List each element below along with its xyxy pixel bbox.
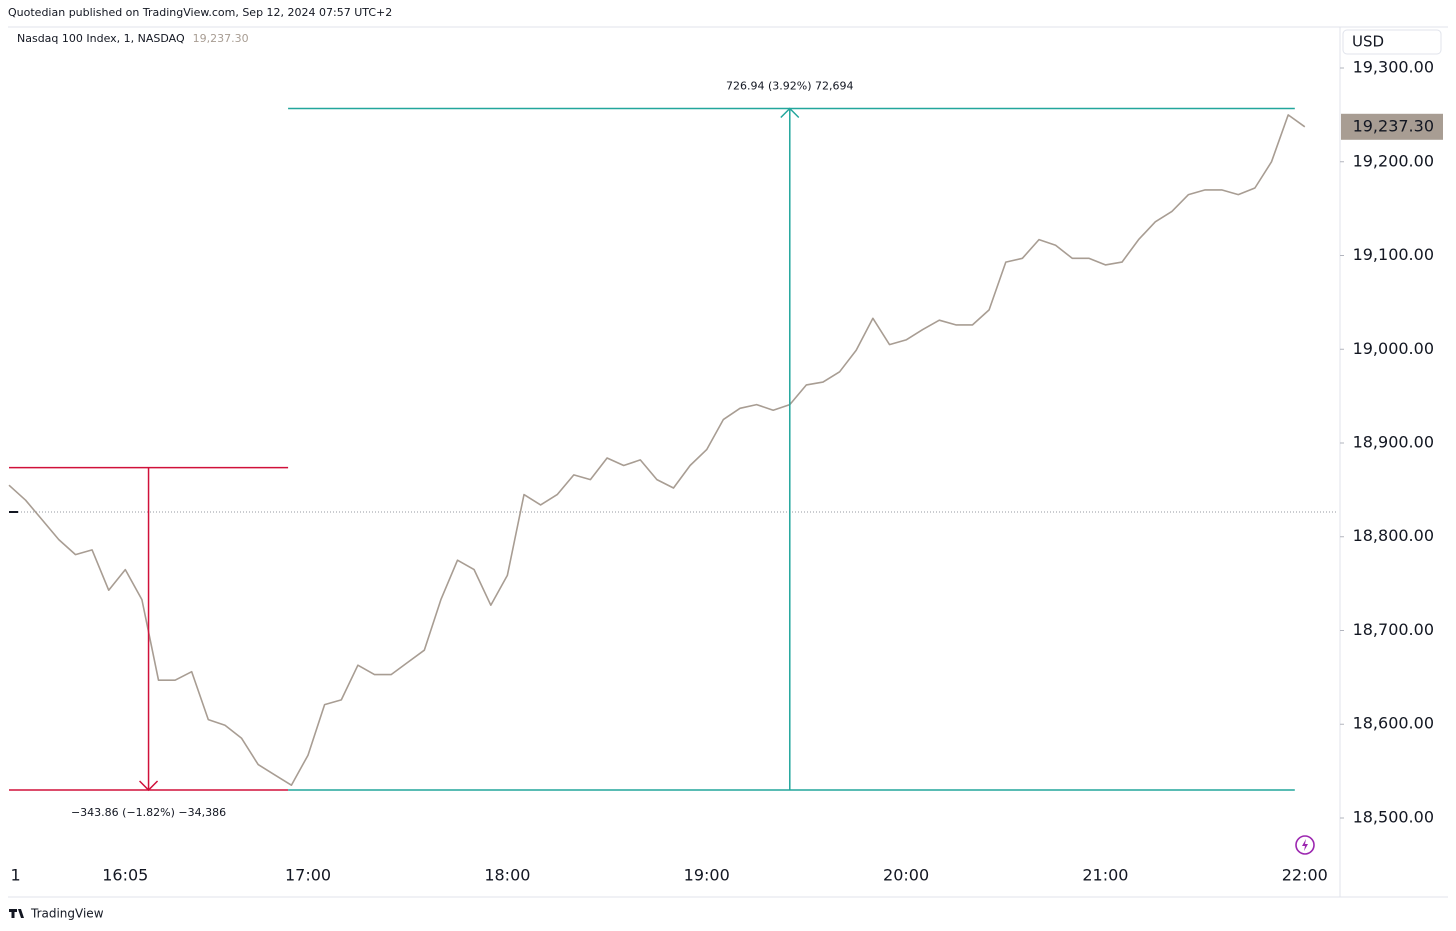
- y-tick-label: 18,500.00: [1353, 807, 1434, 826]
- published-title: Quotedian published on TradingView.com, …: [8, 6, 392, 19]
- y-tick-label: 18,700.00: [1353, 620, 1434, 639]
- y-tick-label: 18,800.00: [1353, 526, 1434, 545]
- x-tick-label: 19:00: [684, 866, 730, 885]
- last-price-box: [1341, 113, 1443, 140]
- alert-bolt: [1302, 839, 1308, 851]
- x-tick-label: 18:00: [484, 866, 530, 885]
- measure-label: 726.94 (3.92%) 72,694: [726, 80, 854, 93]
- x-tick-label: 21:00: [1082, 866, 1128, 885]
- x-tick-label: 20:00: [883, 866, 929, 885]
- symbol: Nasdaq 100 Index, 1, NASDAQ: [17, 32, 185, 45]
- y-tick-label: 19,200.00: [1353, 151, 1434, 170]
- footer: TradingView: [30, 907, 104, 921]
- y-tick-label: 19,300.00: [1353, 58, 1434, 77]
- currency-box[interactable]: [1342, 29, 1442, 55]
- currency: USD: [1352, 33, 1384, 51]
- alert-icon[interactable]: [1295, 835, 1315, 855]
- last-price-label: 19,237.30: [1353, 116, 1434, 135]
- x-tick-label: 17:00: [285, 866, 331, 885]
- y-tick-label: 18,900.00: [1353, 433, 1434, 452]
- header-price: 19,237.30: [193, 32, 249, 45]
- measure-label: −343.86 (−1.82%) −34,386: [71, 806, 226, 819]
- x-tick-label: 22:00: [1282, 866, 1328, 885]
- arrow-head: [780, 107, 800, 119]
- y-tick-label: 19,100.00: [1353, 245, 1434, 264]
- y-tick-label: 19,000.00: [1353, 339, 1434, 358]
- x-tick-label: 1: [11, 866, 21, 885]
- logo: [9, 909, 24, 918]
- y-tick-label: 18,600.00: [1353, 714, 1434, 733]
- price-line: [8, 114, 1306, 786]
- arrow-head: [139, 780, 159, 792]
- x-tick-label: 16:05: [102, 866, 148, 885]
